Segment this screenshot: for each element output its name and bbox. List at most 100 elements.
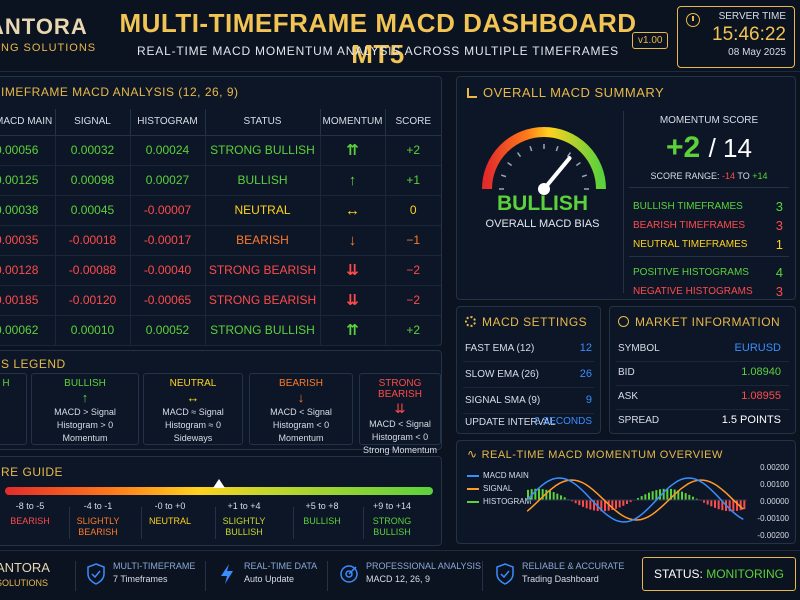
- status-cell: STRONG BULLISH: [205, 135, 321, 166]
- setting-label: SLOW EMA (26): [465, 369, 539, 380]
- histogram-bar: [549, 490, 551, 500]
- market-label: BID: [618, 367, 635, 378]
- histogram-cell: -0.00007: [130, 195, 206, 226]
- legend-item-desc: MACD < Signal: [369, 419, 431, 429]
- score-range-label: BEARISH: [10, 516, 50, 526]
- macd-main-cell: 0.00062: [0, 315, 56, 346]
- legend-item-desc: Strong Momentum: [362, 445, 438, 455]
- gauge-ticks: [499, 144, 589, 190]
- footer-item-sub: Auto Update: [244, 574, 295, 584]
- score-range: SCORE RANGE: -14 TO +14: [625, 171, 793, 181]
- setting-value: 12: [579, 342, 592, 354]
- col-signal: SIGNAL: [55, 109, 131, 136]
- histogram-cell: 0.00052: [130, 315, 206, 346]
- legend-item-desc: Sideways: [173, 433, 213, 443]
- score-range-value: +1 to +4: [227, 501, 261, 511]
- legend-item-desc: MACD ≈ Signal: [162, 407, 224, 417]
- summary-stat: BEARISH TIMEFRAMES 3: [633, 218, 783, 233]
- gauge-tick: [500, 174, 507, 178]
- histogram-cell: 0.00024: [130, 135, 206, 166]
- gauge-arc: [482, 127, 606, 190]
- legend-item: NEUTRAL ↔ MACD ≈ Signal Histogram ≈ 0 Sidewa…: [143, 373, 243, 445]
- score-cell: +2: [385, 135, 441, 166]
- ytick: 0.00100: [760, 480, 789, 489]
- chart-icon: [467, 88, 477, 98]
- summary-title: OVERALL MACD SUMMARY: [467, 85, 664, 100]
- score-range-label: STRONG BULLISH: [372, 516, 412, 537]
- header: ANTORA DING SOLUTIONS MULTI-TIMEFRAME MA…: [0, 0, 800, 72]
- divider: [141, 507, 142, 539]
- histogram-bar: [644, 494, 647, 500]
- clock-icon: [686, 13, 700, 27]
- status-cell: STRONG BEARISH: [205, 285, 321, 316]
- summary-stat: BULLISH TIMEFRAMES 3: [633, 199, 783, 214]
- gauge-tick: [555, 145, 559, 152]
- histogram-bar: [695, 498, 698, 500]
- col-momentum: MOMENTUM: [320, 109, 386, 136]
- divider: [616, 385, 789, 386]
- histogram-bar: [582, 500, 584, 507]
- score-range-item: +5 to +8 BULLISH: [287, 501, 357, 527]
- score-range-label: NEUTRAL: [148, 516, 191, 526]
- status-cell: STRONG BEARISH: [205, 255, 321, 286]
- shield-check-icon: [496, 563, 514, 585]
- ytick: 0.00200: [760, 463, 789, 472]
- signal-cell: -0.00120: [55, 285, 131, 316]
- divider: [75, 561, 76, 591]
- histogram-bar: [739, 500, 742, 511]
- brand-name: ANTORA: [0, 14, 88, 39]
- histogram-bar: [611, 500, 614, 510]
- legend-item: BEARISH ↓ MACD < Signal Histogram < 0 Moment…: [249, 373, 353, 445]
- histogram-bar: [659, 489, 661, 500]
- histogram-bar: [692, 496, 694, 500]
- pulse-icon: ∿: [467, 447, 478, 461]
- momentum-icon: ⇈: [320, 315, 386, 346]
- histogram-cell: -0.00017: [130, 225, 206, 256]
- gauge-hub: [538, 183, 550, 195]
- status-cell: BULLISH: [205, 165, 321, 196]
- histogram-bar: [732, 500, 735, 512]
- macd-main-cell: 0.00185: [0, 285, 56, 316]
- market-label: SPREAD: [618, 415, 660, 426]
- signal-cell: 0.00032: [55, 135, 131, 166]
- status-cell: NEUTRAL: [205, 195, 321, 226]
- score-range-item: +1 to +4 SLIGHTLY BULLISH: [209, 501, 279, 538]
- histogram-bar: [571, 500, 573, 502]
- legend-macd-main: MACD MAIN: [467, 471, 529, 480]
- histogram-bar: [688, 494, 691, 500]
- divider: [363, 507, 364, 539]
- momentum-icon: ⇊: [320, 255, 386, 286]
- setting-label: FAST EMA (12): [465, 343, 535, 354]
- divider: [205, 561, 206, 591]
- overview-title-text: REAL-TIME MACD MOMENTUM OVERVIEW: [481, 449, 723, 461]
- setting-label: SIGNAL SMA (9): [465, 395, 541, 406]
- histogram-bar: [666, 488, 669, 500]
- divider: [616, 409, 789, 410]
- histogram-bar: [670, 488, 672, 500]
- momentum-chart: [527, 477, 747, 523]
- momentum-score-value: +2: [666, 131, 701, 164]
- market-info-panel: MARKET INFORMATION SYMBOL EURUSD BID 1.0894…: [609, 306, 796, 434]
- summary-stat-value: 1: [775, 237, 783, 252]
- score-range-item: -0 to +0 NEUTRAL: [135, 501, 205, 527]
- legend-swatch: [467, 500, 479, 503]
- brand-logo: ANTORA DING SOLUTIONS: [0, 14, 96, 54]
- gauge-tick: [507, 161, 513, 167]
- market-value: 1.08955: [741, 390, 781, 402]
- legend-item: BULLISH ↑ MACD > Signal Histogram > 0 Moment…: [31, 373, 139, 445]
- legend-arrow-icon: ↔: [186, 390, 200, 405]
- macd-main-cell: 0.00125: [0, 165, 56, 196]
- score-cell: +2: [385, 315, 441, 346]
- settings-title-text: MACD SETTINGS: [482, 315, 588, 329]
- divider: [482, 561, 483, 591]
- histogram-bar: [527, 489, 529, 500]
- histogram-bar: [622, 500, 625, 506]
- gear-icon: [465, 316, 476, 327]
- bias-gauge: [482, 127, 606, 195]
- score-range-item: -4 to -1 SLIGHTLY BEARISH: [63, 501, 133, 538]
- legend-signal: SIGNAL: [467, 484, 512, 493]
- histogram-bar: [560, 495, 562, 500]
